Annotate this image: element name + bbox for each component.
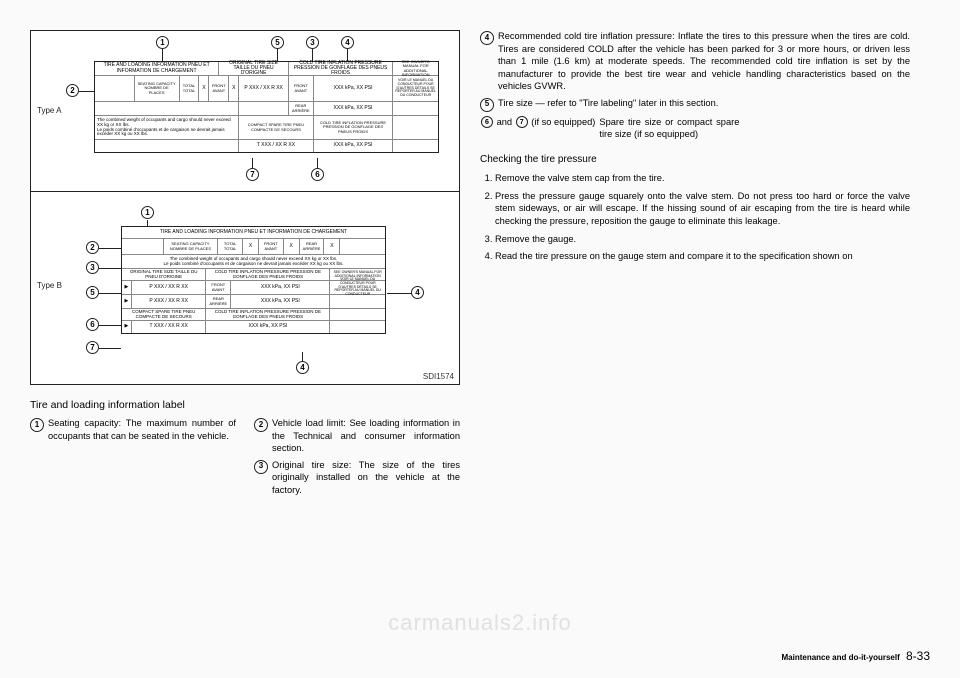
callout-7b: 7: [86, 341, 99, 354]
callout-4b-bot: 4: [296, 361, 309, 374]
callout-7a: 7: [246, 168, 259, 181]
right-column: 4 Recommended cold tire inflation pressu…: [480, 30, 910, 668]
callout-4a: 4: [341, 36, 354, 49]
callout-item-6-7: 6 and 7 (if so equipped) Spare tire size…: [480, 116, 910, 141]
steps-list: Remove the valve stem cap from the tire.…: [480, 172, 910, 267]
tire-label-diagram: SDI1574 Type A Type B 1 5 3 4 2 7 6 TIRE…: [30, 30, 460, 385]
manual-page: SDI1574 Type A Type B 1 5 3 4 2 7 6 TIRE…: [0, 0, 960, 678]
callout-1a: 1: [156, 36, 169, 49]
callout-6a: 6: [311, 168, 324, 181]
callout-item-3: 3 Original tire size: The size of the ti…: [254, 459, 460, 497]
callout-6b: 6: [86, 318, 99, 331]
page-footer: Maintenance and do-it-yourself 8-33: [782, 649, 931, 663]
figure-id: SDI1574: [423, 372, 454, 381]
callout-5b: 5: [86, 286, 99, 299]
section-heading: Tire and loading information label: [30, 399, 460, 411]
callout-item-4: 4 Recommended cold tire inflation pressu…: [480, 30, 910, 93]
callout-2a: 2: [66, 84, 79, 97]
step-3: Remove the gauge.: [495, 233, 910, 246]
sub-heading: Checking the tire pressure: [480, 153, 910, 167]
callout-3b: 3: [86, 261, 99, 274]
placard-a: TIRE AND LOADING INFORMATION PNEU ET INF…: [94, 61, 439, 153]
type-a-label: Type A: [37, 106, 61, 115]
callout-2b: 2: [86, 241, 99, 254]
callout-5a: 5: [271, 36, 284, 49]
callout-4b-top: 4: [411, 286, 424, 299]
placard-b: TIRE AND LOADING INFORMATION PNEU ET INF…: [121, 226, 386, 334]
step-2: Press the pressure gauge squarely onto t…: [495, 190, 910, 228]
callout-item-1: 1 Seating capacity: The maximum number o…: [30, 417, 236, 442]
left-column: SDI1574 Type A Type B 1 5 3 4 2 7 6 TIRE…: [30, 30, 460, 668]
step-4: Read the tire pressure on the gauge stem…: [495, 250, 910, 263]
step-1: Remove the valve stem cap from the tire.: [495, 172, 910, 185]
callout-3a: 3: [306, 36, 319, 49]
callout-item-2: 2 Vehicle load limit: See loading inform…: [254, 417, 460, 455]
callout-1b: 1: [141, 206, 154, 219]
callout-item-5: 5 Tire size — refer to "Tire labeling" l…: [480, 97, 910, 112]
type-b-label: Type B: [37, 281, 62, 290]
